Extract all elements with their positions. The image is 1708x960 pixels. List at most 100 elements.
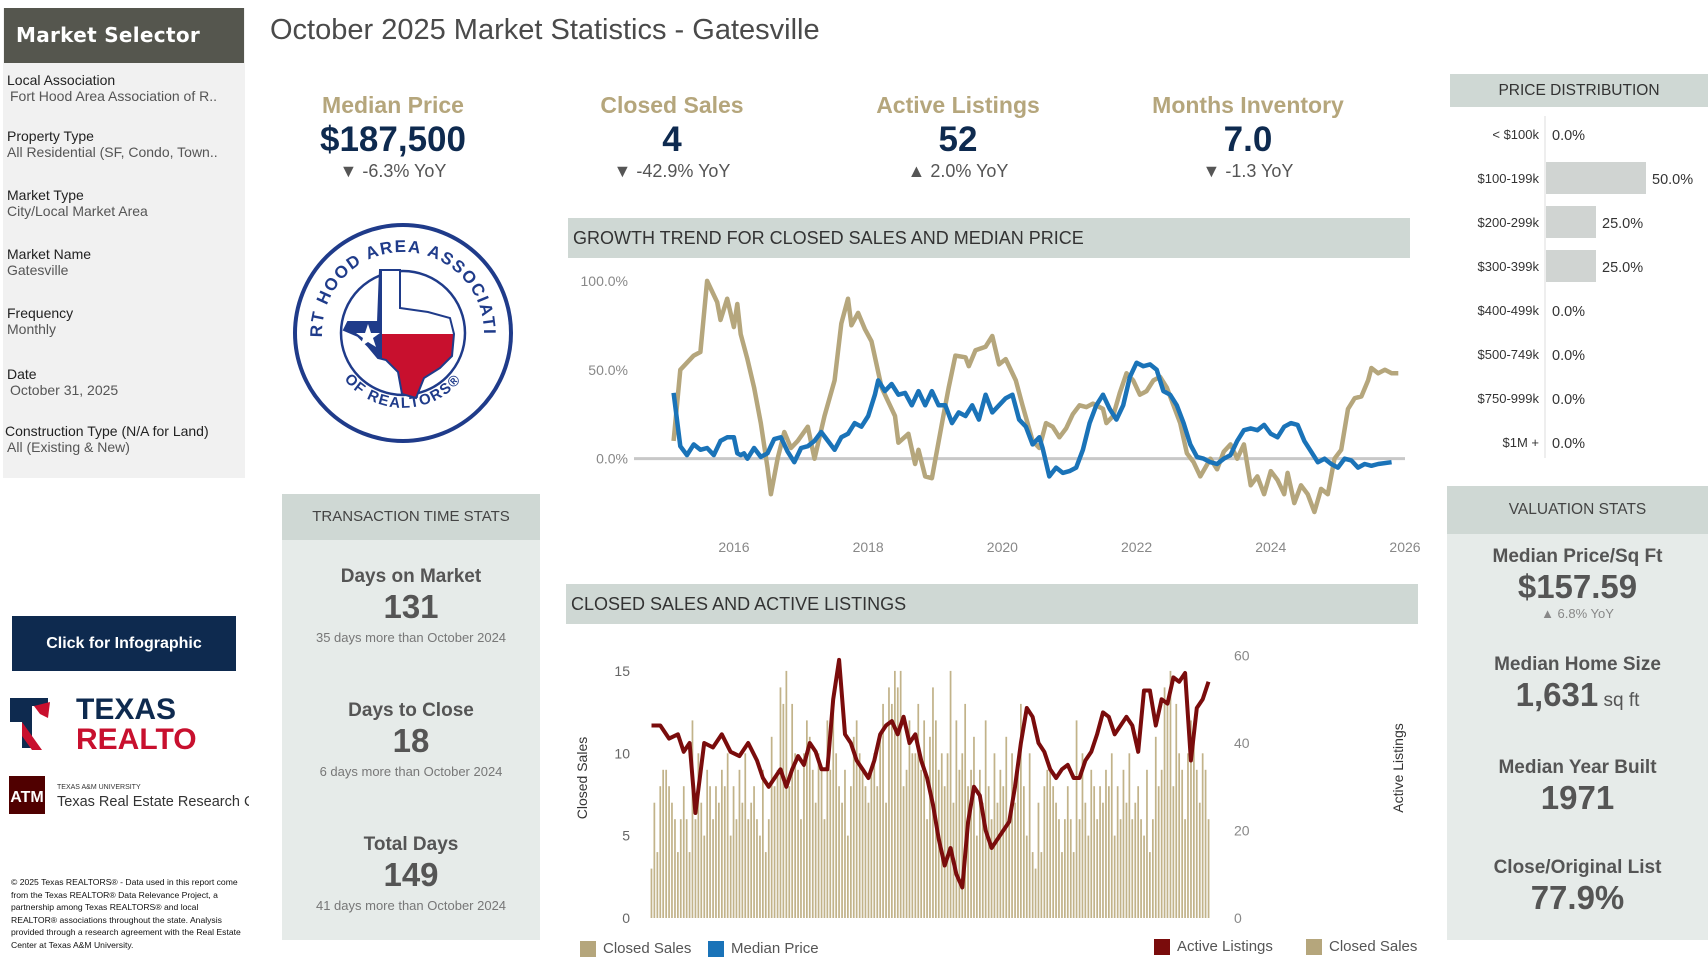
stat-value: $157.59	[1517, 568, 1638, 605]
closed-sales-bar	[750, 802, 753, 918]
closed-sales-bar	[847, 835, 849, 918]
y2-axis-label: Active Listings	[1390, 723, 1406, 812]
stat-note: 6 days more than October 2024	[319, 764, 503, 779]
closed-sales-bar	[1169, 670, 1172, 918]
kpi-change: ▼ -42.9% YoY	[613, 161, 731, 181]
stat-label: Median Year Built	[1498, 757, 1657, 778]
closed-sales-bar	[1020, 703, 1022, 918]
y-tick-label: 0	[622, 910, 630, 926]
kpi-value: 52	[938, 120, 978, 159]
closed-sales-bar	[888, 687, 890, 918]
closed-sales-bar	[814, 802, 817, 918]
price-distribution-header: PRICE DISTRIBUTION	[1450, 74, 1708, 107]
closed-sales-bar	[1122, 769, 1125, 918]
filter-value: City/Local Market Area	[7, 203, 148, 219]
stat-value-row: 1,631 sq ft	[1447, 676, 1708, 720]
stat-value: 18	[392, 722, 430, 759]
pd-bar	[1546, 206, 1596, 238]
filter-market-name[interactable]: Market Name Gatesville	[7, 246, 91, 278]
filter-value: Monthly	[7, 321, 57, 337]
closed-sales-bar	[1017, 769, 1019, 918]
filter-date[interactable]: Date October 31, 2025	[7, 366, 118, 398]
closed-sales-bar	[820, 769, 823, 918]
filter-frequency[interactable]: Frequency Monthly	[7, 305, 73, 337]
closed-sales-bar	[996, 802, 999, 918]
closed-sales-bar	[794, 753, 797, 918]
closed-sales-bar	[806, 720, 808, 918]
closed-sales-bar	[943, 786, 946, 918]
filter-label: Construction Type (N/A for Land)	[5, 423, 209, 439]
closed-sales-bar	[899, 670, 902, 918]
closed-sales-bar	[823, 819, 826, 918]
closed-sales-bar	[1134, 802, 1137, 918]
closed-sales-bar	[826, 720, 829, 918]
closed-sales-bar	[964, 703, 967, 918]
filter-label: Property Type	[7, 128, 94, 144]
closed-sales-bar	[1163, 687, 1166, 918]
legend-item-closed-sales: Closed Sales	[1306, 938, 1417, 955]
filter-property-type[interactable]: Property Type All Residential (SF, Condo…	[7, 128, 218, 160]
closed-sales-bar	[1178, 753, 1181, 918]
closed-sales-bar	[756, 819, 758, 918]
legend-label: Closed Sales	[603, 940, 692, 957]
closed-sales-bar	[873, 753, 876, 918]
days-to-close-stat: Days to Close 18 6 days more than Octobe…	[282, 700, 540, 779]
closed-sales-bar	[917, 703, 920, 918]
closed-sales-bar	[1154, 736, 1157, 918]
infographic-button[interactable]: Click for Infographic	[12, 616, 236, 671]
closed-sales-bar	[1193, 736, 1195, 918]
closed-sales-bar	[891, 703, 893, 918]
filter-label: Date	[7, 366, 37, 382]
legend-swatch	[1306, 938, 1322, 955]
texas-realtors-line2: REALTORS	[76, 723, 198, 752]
closed-sales-bar	[926, 819, 928, 918]
total-days-stat: Total Days 149 41 days more than October…	[282, 834, 540, 913]
filter-label: Frequency	[7, 305, 74, 321]
closed-sales-bar	[1064, 819, 1066, 918]
filter-market-type[interactable]: Market Type City/Local Market Area	[7, 187, 148, 219]
x-tick-label: 2022	[1121, 539, 1152, 555]
filter-local-association[interactable]: Local Association Fort Hood Area Associa…	[7, 72, 217, 104]
active-listings-line	[651, 657, 1211, 890]
kpi-active-listings: Active Listings 52 ▲ 2.0% YoY	[823, 92, 1093, 182]
pd-bar-value: 0.0%	[1552, 436, 1585, 452]
filter-construction-type[interactable]: Construction Type (N/A for Land) All (Ex…	[5, 423, 209, 455]
series-line-closed-sales	[671, 278, 1399, 515]
closed-sales-bar	[879, 736, 882, 918]
closed-sales-bar	[1184, 819, 1186, 918]
closed-sales-bar	[870, 769, 873, 918]
page-title: October 2025 Market Statistics - Gatesvi…	[270, 14, 820, 46]
closed-sales-bar	[1040, 852, 1043, 918]
transaction-time-panel	[282, 494, 540, 940]
closed-sales-bar	[920, 769, 923, 918]
closed-sales-bar	[829, 769, 832, 918]
closed-sales-bar	[779, 687, 782, 918]
tamu-center-name: Texas Real Estate Research Center	[57, 794, 249, 810]
closed-sales-bar	[697, 753, 700, 918]
closed-sales-bar	[1031, 852, 1034, 918]
y-tick-label: 15	[614, 663, 630, 679]
closed-sales-bar	[987, 786, 990, 918]
legend-swatch	[580, 940, 596, 957]
y2-tick-label: 40	[1234, 735, 1250, 751]
closed-sales-bar	[797, 769, 799, 918]
closed-sales-bar	[1175, 703, 1178, 918]
closed-sales-bar	[999, 769, 1002, 918]
closed-sales-bar	[747, 819, 750, 918]
stat-note: 35 days more than October 2024	[315, 630, 507, 645]
closed-sales-bar	[1152, 819, 1154, 918]
closed-sales-bar	[738, 769, 741, 918]
valuation-header: VALUATION STATS	[1447, 486, 1708, 534]
closed-sales-bar	[729, 835, 732, 918]
pd-bar-value: 25.0%	[1602, 260, 1643, 276]
growth-trend-header: GROWTH TREND FOR CLOSED SALES AND MEDIAN…	[568, 218, 1410, 258]
closed-sales-bar	[773, 786, 776, 918]
pd-bin-label: $500-749k	[1478, 347, 1540, 362]
closed-sales-bar	[1108, 786, 1110, 918]
closed-sales-bar	[811, 769, 814, 918]
closed-sales-bar	[782, 703, 785, 918]
closed-sales-bar	[850, 786, 852, 918]
closed-sales-bar	[844, 769, 846, 918]
y-tick-label: 10	[614, 745, 630, 761]
market-selector-header: Market Selector	[4, 8, 244, 63]
